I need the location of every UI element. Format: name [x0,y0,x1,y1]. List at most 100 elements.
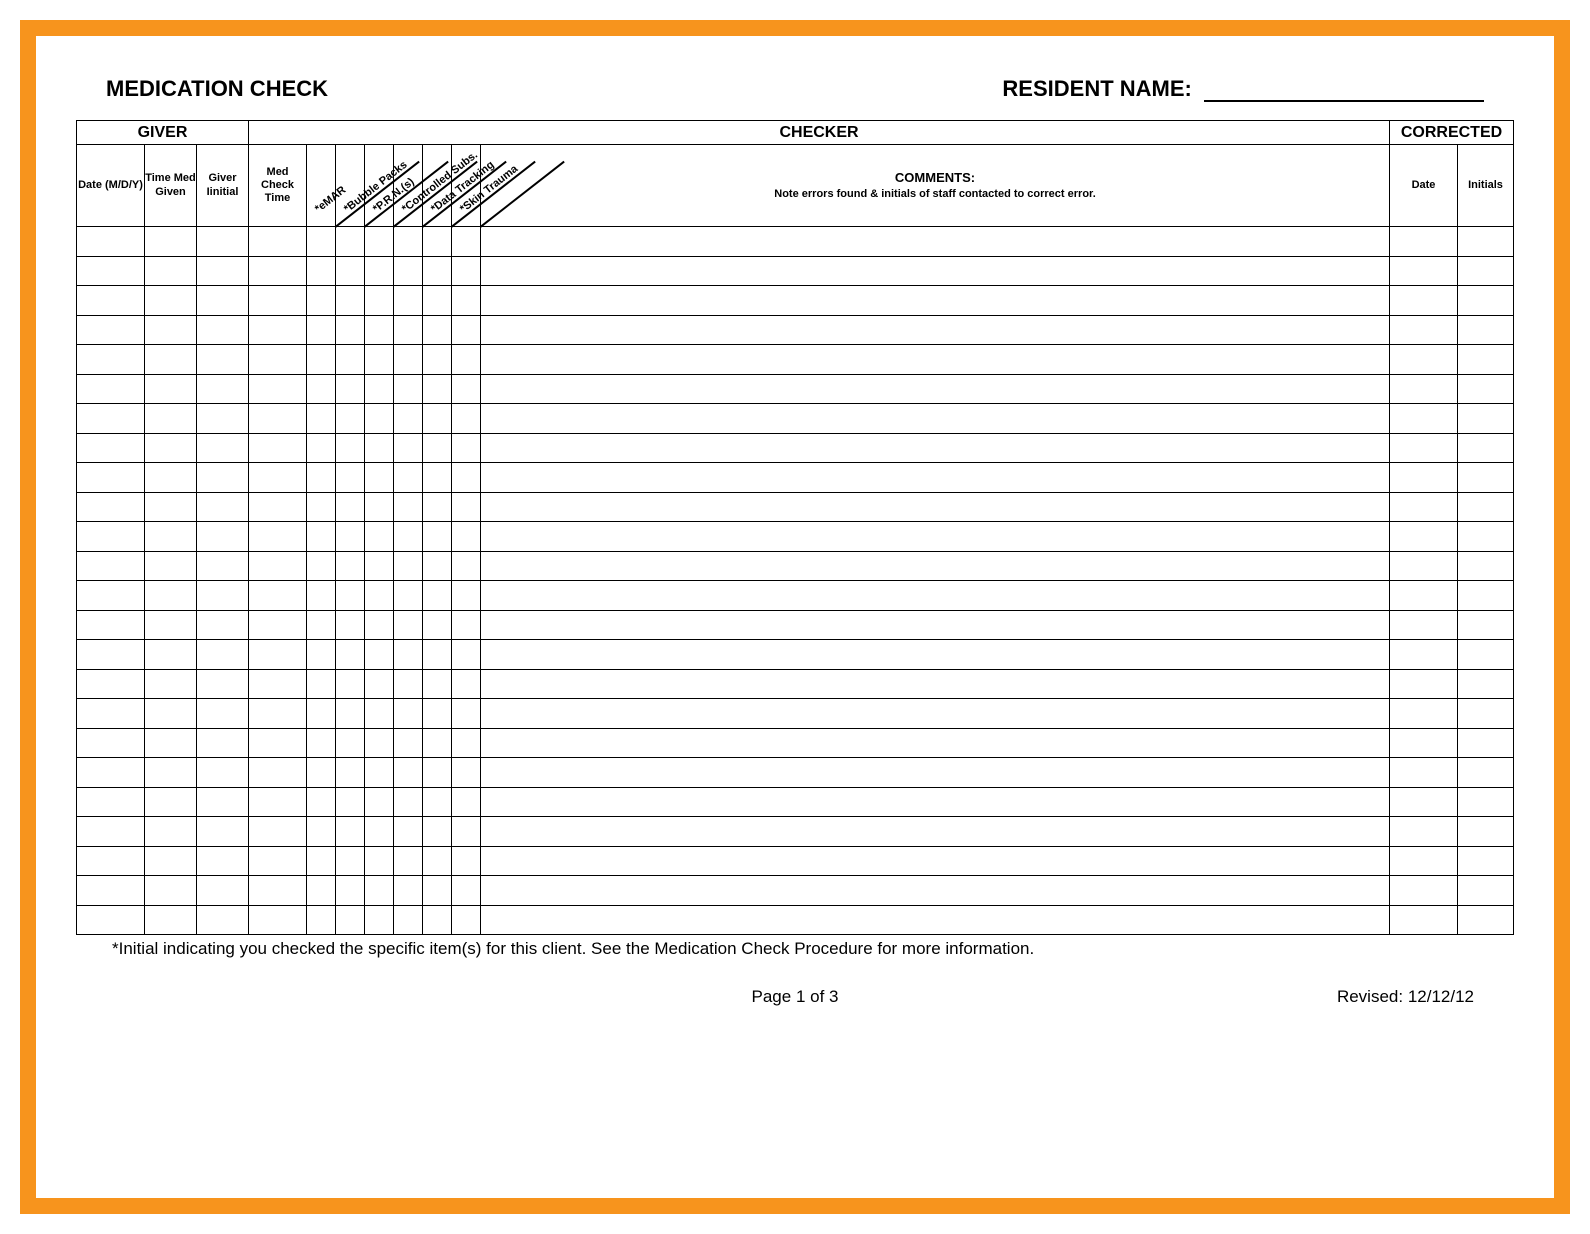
table-cell[interactable] [481,669,1390,699]
table-cell[interactable] [197,433,249,463]
table-cell[interactable] [336,640,365,670]
table-cell[interactable] [365,669,394,699]
table-cell[interactable] [1390,374,1458,404]
table-cell[interactable] [1458,876,1514,906]
table-cell[interactable] [249,728,307,758]
table-cell[interactable] [307,286,336,316]
table-cell[interactable] [197,581,249,611]
table-cell[interactable] [197,787,249,817]
table-cell[interactable] [452,581,481,611]
table-cell[interactable] [336,758,365,788]
table-cell[interactable] [145,758,197,788]
table-cell[interactable] [77,286,145,316]
table-cell[interactable] [394,463,423,493]
table-cell[interactable] [1458,669,1514,699]
table-cell[interactable] [1458,846,1514,876]
table-cell[interactable] [77,463,145,493]
table-cell[interactable] [77,345,145,375]
table-cell[interactable] [336,463,365,493]
table-cell[interactable] [145,905,197,935]
table-cell[interactable] [423,758,452,788]
table-cell[interactable] [481,581,1390,611]
table-cell[interactable] [1390,640,1458,670]
table-cell[interactable] [365,699,394,729]
table-cell[interactable] [1390,669,1458,699]
table-cell[interactable] [145,522,197,552]
table-cell[interactable] [394,610,423,640]
table-cell[interactable] [197,522,249,552]
table-cell[interactable] [307,787,336,817]
table-cell[interactable] [197,492,249,522]
table-cell[interactable] [423,787,452,817]
table-cell[interactable] [307,227,336,257]
table-cell[interactable] [1390,256,1458,286]
table-cell[interactable] [1390,846,1458,876]
table-cell[interactable] [307,640,336,670]
table-cell[interactable] [249,492,307,522]
table-cell[interactable] [394,669,423,699]
table-cell[interactable] [481,846,1390,876]
table-cell[interactable] [197,345,249,375]
table-cell[interactable] [365,817,394,847]
table-cell[interactable] [1390,404,1458,434]
table-cell[interactable] [423,227,452,257]
table-cell[interactable] [423,522,452,552]
table-cell[interactable] [452,256,481,286]
table-cell[interactable] [452,345,481,375]
table-cell[interactable] [197,728,249,758]
table-cell[interactable] [307,522,336,552]
table-cell[interactable] [77,581,145,611]
table-cell[interactable] [1458,256,1514,286]
table-cell[interactable] [1458,699,1514,729]
table-cell[interactable] [249,345,307,375]
table-cell[interactable] [423,286,452,316]
table-cell[interactable] [197,846,249,876]
table-cell[interactable] [307,404,336,434]
table-cell[interactable] [452,374,481,404]
table-cell[interactable] [452,404,481,434]
table-cell[interactable] [249,758,307,788]
table-cell[interactable] [77,551,145,581]
table-cell[interactable] [1390,227,1458,257]
table-cell[interactable] [197,758,249,788]
table-cell[interactable] [365,905,394,935]
table-cell[interactable] [423,610,452,640]
table-cell[interactable] [394,404,423,434]
table-cell[interactable] [145,640,197,670]
table-cell[interactable] [365,728,394,758]
table-cell[interactable] [1390,286,1458,316]
table-cell[interactable] [452,699,481,729]
table-cell[interactable] [145,463,197,493]
table-cell[interactable] [394,227,423,257]
table-cell[interactable] [249,227,307,257]
table-cell[interactable] [481,817,1390,847]
table-cell[interactable] [249,315,307,345]
table-cell[interactable] [1458,905,1514,935]
table-cell[interactable] [423,581,452,611]
table-cell[interactable] [452,315,481,345]
table-cell[interactable] [423,905,452,935]
table-cell[interactable] [481,522,1390,552]
table-cell[interactable] [394,846,423,876]
table-cell[interactable] [307,905,336,935]
table-cell[interactable] [249,463,307,493]
table-cell[interactable] [365,640,394,670]
table-cell[interactable] [1390,817,1458,847]
table-cell[interactable] [1390,787,1458,817]
table-cell[interactable] [365,610,394,640]
table-cell[interactable] [197,669,249,699]
table-cell[interactable] [145,817,197,847]
table-cell[interactable] [77,315,145,345]
table-cell[interactable] [77,728,145,758]
table-cell[interactable] [249,433,307,463]
table-cell[interactable] [452,640,481,670]
table-cell[interactable] [197,817,249,847]
table-cell[interactable] [249,522,307,552]
table-cell[interactable] [365,463,394,493]
table-cell[interactable] [1390,345,1458,375]
table-cell[interactable] [452,522,481,552]
table-cell[interactable] [197,876,249,906]
table-cell[interactable] [481,227,1390,257]
table-cell[interactable] [423,345,452,375]
table-cell[interactable] [423,640,452,670]
